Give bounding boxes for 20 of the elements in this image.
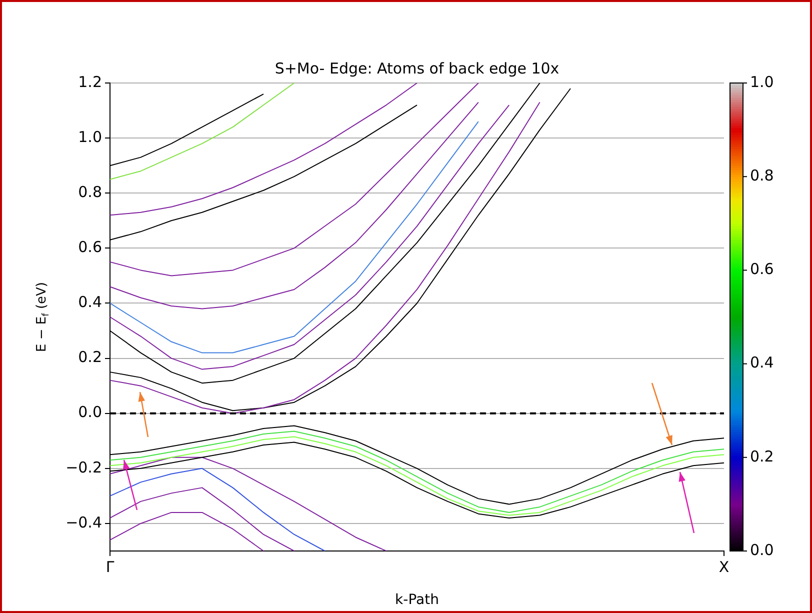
y-tick-label: 0.8 — [78, 183, 102, 202]
chart-title: S+Mo- Edge: Atoms of back edge 10x — [274, 59, 560, 78]
color-bar-label: 0.8 — [750, 166, 774, 184]
x-axis-title: k-Path — [395, 592, 439, 608]
y-tick-label: 0.2 — [78, 348, 102, 366]
color-bar-label: 0.4 — [750, 354, 774, 372]
y-tick-label: 0.0 — [78, 403, 102, 422]
y-tick-label: −0.4 — [66, 513, 102, 532]
color-bar-label: 0.0 — [750, 540, 774, 559]
x-tick-label: X — [718, 558, 730, 576]
y-axis-title: E − Ef (eV) — [34, 282, 52, 352]
y-tick-label: 0.6 — [78, 238, 102, 256]
y-tick-label: −0.2 — [66, 458, 102, 476]
color-bar-label: 0.2 — [750, 447, 774, 466]
color-bar-label: 1.0 — [750, 72, 774, 91]
y-tick-label: 0.4 — [78, 293, 102, 312]
y-tick-label: 1.2 — [78, 72, 102, 91]
y-tick-label: 1.0 — [78, 128, 102, 146]
color-bar-label: 0.6 — [750, 260, 774, 278]
x-tick-label: Γ — [106, 558, 115, 576]
